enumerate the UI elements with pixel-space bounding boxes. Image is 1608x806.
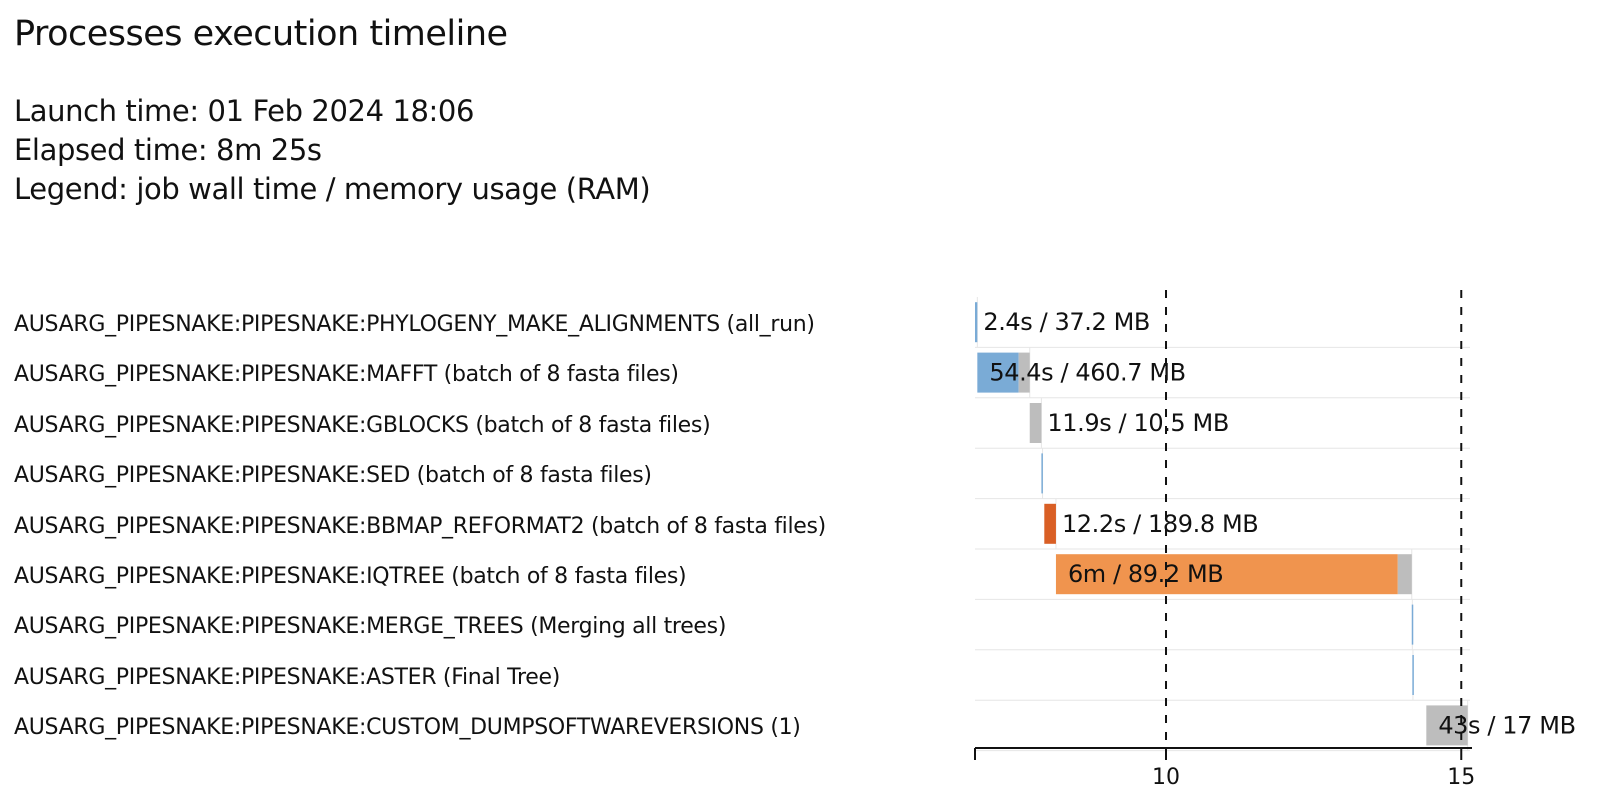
waiting-bar (1029, 403, 1042, 443)
waiting-bar (1018, 352, 1030, 393)
legend-text: Legend: job wall time / memory usage (RA… (14, 172, 651, 206)
elapsed-time: Elapsed time: 8m 25s (14, 133, 322, 167)
execution-bar (1055, 554, 1398, 595)
process-label: AUSARG_PIPESNAKE:PIPESNAKE:CUSTOM_DUMPSO… (14, 715, 801, 741)
execution-bar (977, 352, 1019, 393)
x-tick-label: 10 (1152, 765, 1180, 790)
execution-bar (1041, 453, 1043, 494)
process-label: AUSARG_PIPESNAKE:PIPESNAKE:MERGE_TREES (… (14, 614, 727, 640)
process-label: AUSARG_PIPESNAKE:PIPESNAKE:PHYLOGENY_MAK… (14, 312, 815, 337)
bar-annotation: 43s / 17 MB (1438, 711, 1575, 739)
execution-bar (1412, 655, 1414, 695)
process-label: AUSARG_PIPESNAKE:PIPESNAKE:BBMAP_REFORMA… (14, 513, 826, 539)
launch-time: Launch time: 01 Feb 2024 18:06 (14, 94, 475, 128)
execution-bar (1411, 604, 1414, 645)
page-title: Processes execution timeline (14, 14, 508, 54)
process-label: AUSARG_PIPESNAKE:PIPESNAKE:SED (batch of… (14, 463, 652, 489)
process-label: AUSARG_PIPESNAKE:PIPESNAKE:GBLOCKS (batc… (14, 412, 711, 438)
bar-annotation: 11.9s / 10.5 MB (1047, 409, 1229, 437)
execution-bar (1044, 503, 1056, 544)
execution-bar (975, 302, 978, 343)
bar-annotation: 6m / 89.2 MB (1068, 560, 1223, 588)
process-label: AUSARG_PIPESNAKE:PIPESNAKE:MAFFT (batch … (14, 362, 679, 388)
x-tick-label: 15 (1447, 765, 1475, 790)
waiting-bar (1397, 554, 1412, 595)
bar-annotation: 2.4s / 37.2 MB (983, 308, 1150, 336)
run-info: Launch time: 01 Feb 2024 18:06 Elapsed t… (14, 92, 651, 209)
bar-annotation: 12.2s / 189.8 MB (1062, 510, 1258, 538)
bar-annotation: 54.4s / 460.7 MB (989, 359, 1185, 387)
process-label: AUSARG_PIPESNAKE:PIPESNAKE:ASTER (Final … (14, 664, 561, 690)
process-labels: AUSARG_PIPESNAKE:PIPESNAKE:PHYLOGENY_MAK… (14, 0, 974, 806)
process-label: AUSARG_PIPESNAKE:PIPESNAKE:IQTREE (batch… (14, 564, 687, 589)
